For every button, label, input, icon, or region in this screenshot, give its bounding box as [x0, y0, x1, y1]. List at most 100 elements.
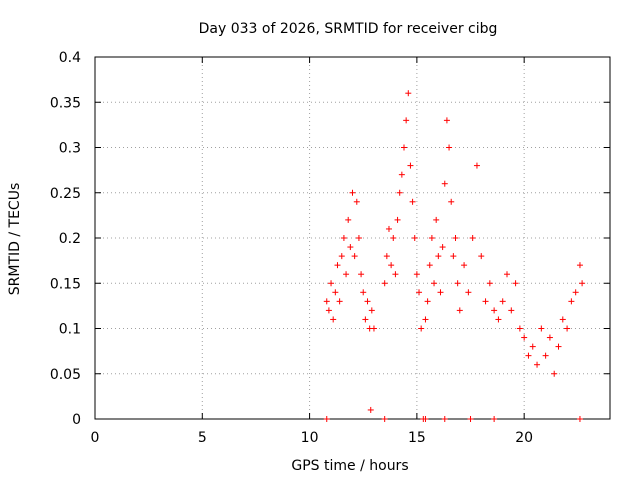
data-point	[508, 307, 515, 314]
data-point	[441, 180, 448, 187]
y-axis-label: SRMTID / TECUs	[7, 183, 23, 296]
data-point	[409, 198, 416, 205]
data-point	[431, 280, 438, 287]
data-point	[461, 262, 468, 269]
data-point	[336, 298, 343, 305]
data-point	[368, 307, 375, 314]
data-point	[568, 298, 575, 305]
data-point	[546, 334, 553, 341]
data-point	[358, 271, 365, 278]
data-point	[411, 235, 418, 241]
data-point	[370, 325, 377, 332]
y-tick-label: 0.25	[50, 186, 81, 202]
y-tick-label: 0.15	[50, 276, 81, 292]
y-tick-label: 0.3	[59, 141, 81, 157]
data-point	[482, 298, 489, 305]
y-tick-label: 0.05	[50, 367, 81, 383]
data-point	[424, 298, 431, 305]
data-point	[413, 271, 420, 278]
data-point	[529, 343, 536, 350]
data-point	[343, 271, 350, 278]
data-point	[435, 253, 442, 260]
x-tick-label: 0	[91, 430, 100, 446]
y-tick-label: 0.4	[59, 50, 81, 66]
y-tick-label: 0.1	[59, 322, 81, 338]
data-point	[353, 198, 360, 205]
x-tick-label: 10	[301, 430, 319, 446]
data-point	[486, 280, 493, 287]
data-point	[349, 189, 356, 196]
y-tick-label: 0.35	[50, 95, 81, 111]
data-point	[478, 253, 485, 260]
x-tick-label: 5	[198, 430, 207, 446]
x-tick-label: 20	[515, 430, 533, 446]
chart-title: Day 033 of 2026, SRMTID for receiver cib…	[199, 21, 498, 37]
data-point	[448, 198, 455, 205]
data-point	[340, 235, 347, 241]
data-point	[555, 343, 562, 350]
data-point	[398, 171, 405, 178]
data-point	[328, 280, 335, 287]
data-point	[407, 162, 414, 169]
data-point	[426, 262, 433, 269]
data-point	[418, 325, 425, 332]
data-point	[534, 361, 541, 368]
data-point	[394, 216, 401, 223]
data-point	[504, 271, 510, 278]
data-point	[456, 307, 463, 314]
data-point	[416, 289, 423, 296]
data-point	[491, 307, 498, 314]
data-point	[551, 370, 558, 377]
data-point	[396, 189, 403, 196]
data-point	[495, 316, 502, 323]
data-point	[564, 325, 571, 332]
data-point	[446, 144, 453, 151]
data-point	[521, 334, 528, 341]
x-tick-label: 15	[408, 430, 426, 446]
data-point	[579, 280, 586, 287]
data-point	[401, 144, 407, 151]
data-point	[383, 253, 390, 260]
data-point	[469, 235, 476, 241]
axis-ticks: 0 0.05 0.1 0.15 0.2 0.25 0.3 0.35 0.4 0 5 10 15 20	[50, 50, 610, 446]
data-point	[345, 216, 352, 223]
y-tick-label: 0.2	[59, 231, 81, 247]
data-point	[422, 316, 429, 323]
data-point	[512, 280, 519, 287]
data-point	[360, 289, 367, 296]
data-point	[347, 244, 354, 251]
data-point	[330, 316, 337, 323]
data-point	[403, 117, 410, 124]
data-point	[362, 316, 369, 323]
data-point	[576, 262, 583, 269]
data-point	[473, 162, 480, 169]
data-point	[422, 416, 429, 422]
data-point	[576, 416, 583, 422]
data-point	[437, 289, 444, 296]
data-point	[452, 235, 459, 241]
data-point	[441, 416, 448, 422]
data-point	[499, 298, 506, 305]
data-point	[392, 271, 399, 278]
data-point	[390, 235, 397, 241]
data-point	[467, 416, 474, 422]
data-point	[439, 244, 446, 251]
data-point	[538, 325, 545, 332]
data-point	[355, 235, 362, 241]
data-point	[334, 262, 341, 269]
data-point	[465, 289, 472, 296]
data-point	[351, 253, 358, 260]
data-point	[572, 289, 579, 296]
data-point	[428, 235, 435, 241]
x-axis-label: GPS time / hours	[291, 458, 408, 474]
data-point	[323, 416, 330, 422]
data-point	[385, 225, 392, 232]
data-point	[433, 216, 440, 223]
data-point	[450, 253, 457, 260]
data-point	[405, 90, 412, 97]
data-point	[454, 280, 461, 287]
data-point	[367, 406, 374, 413]
data-points	[323, 90, 586, 422]
data-point	[381, 416, 388, 422]
